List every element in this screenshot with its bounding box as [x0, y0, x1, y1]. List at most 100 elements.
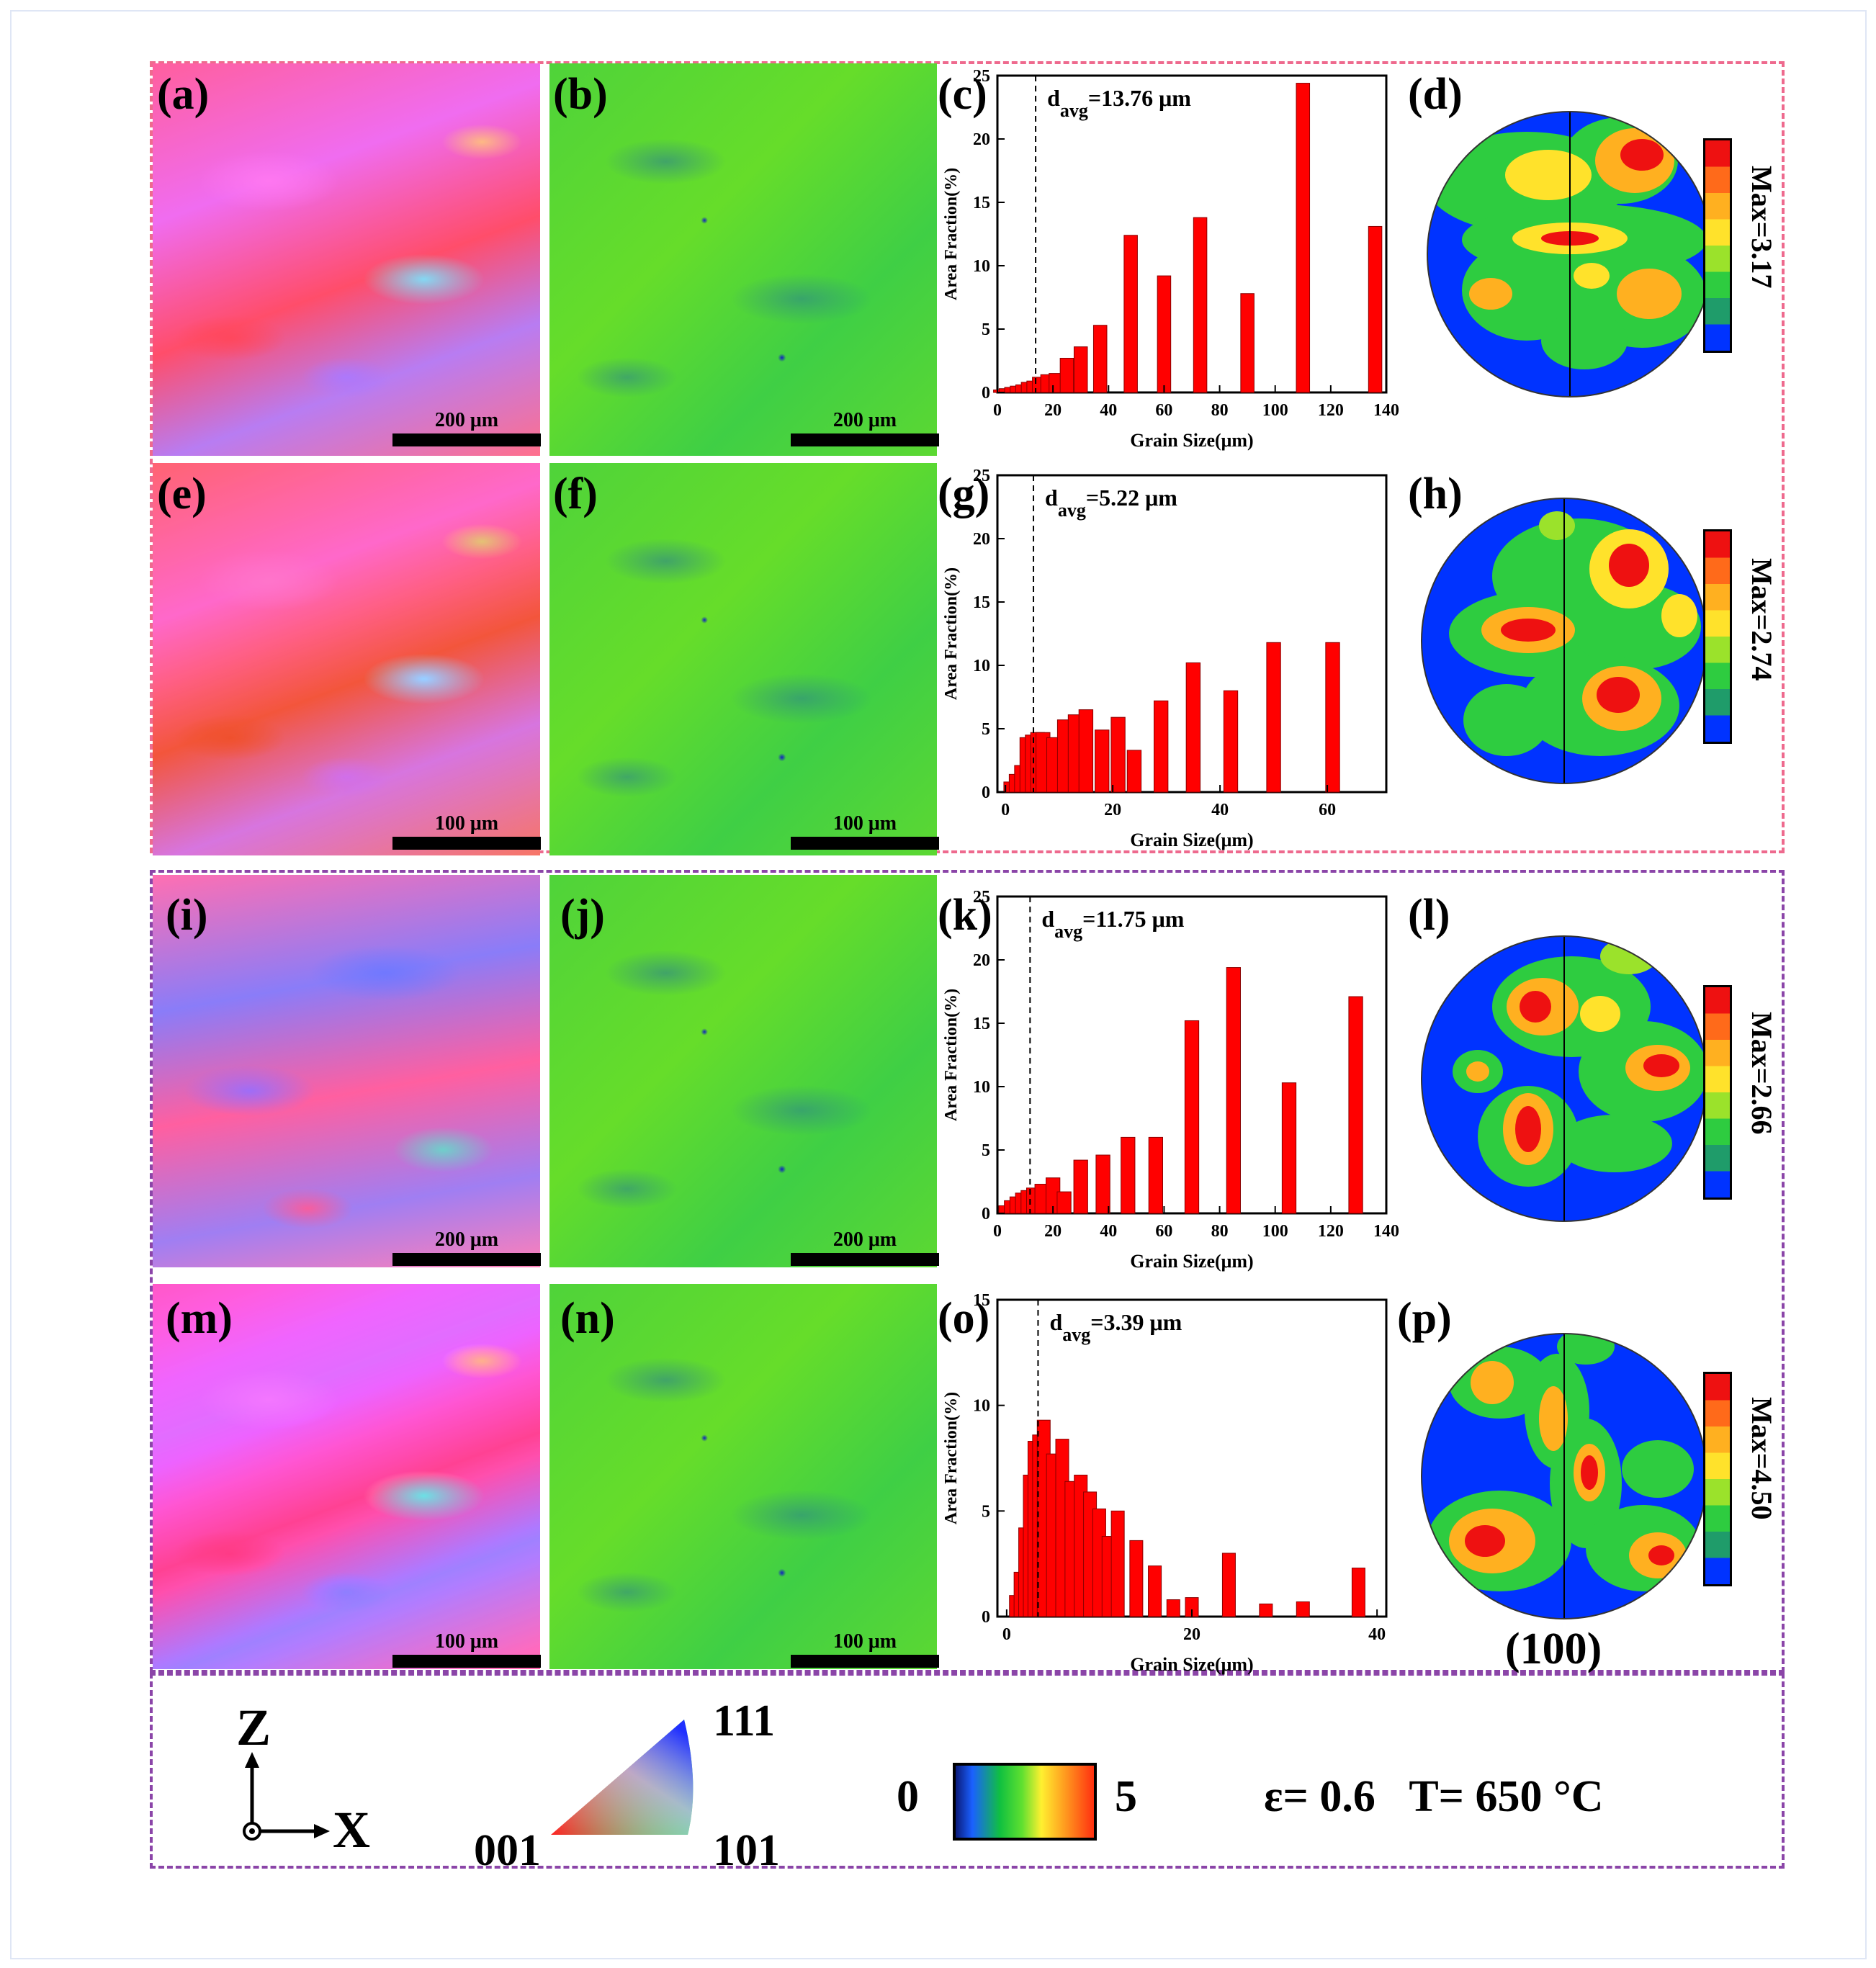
ipf-triangle-key	[551, 1720, 694, 1835]
max-label-p: Max=4.50	[1746, 1397, 1778, 1520]
x-tick-label: 0	[993, 401, 1002, 420]
panel-label-l: (l)	[1408, 891, 1450, 940]
axis-indicator	[243, 1752, 330, 1841]
y-tick-label: 20	[973, 130, 990, 149]
scale-label-e: 100 μm	[434, 812, 499, 835]
histogram-bar	[1223, 690, 1239, 793]
scale-label-i: 200 μm	[434, 1228, 499, 1251]
avg-grain-annotation: davg=11.75 μm	[1041, 906, 1184, 942]
scale-bar-e	[392, 837, 541, 850]
histogram-bar	[1240, 293, 1255, 393]
x-tick-label: 60	[1155, 1222, 1172, 1241]
max-label-d: Max=3.17	[1746, 166, 1778, 289]
histogram-k: 0 20 40 60 80 100 120 140 0 5 10 15 20 25 davg=11.75 μ…	[929, 882, 1433, 1289]
x-axis-label: Grain Size(μm)	[1130, 430, 1253, 451]
scale-label-m: 100 μm	[434, 1630, 499, 1653]
histogram-bar	[1153, 700, 1169, 793]
colorbar-h	[1703, 529, 1732, 744]
y-tick-label: 0	[982, 384, 990, 403]
ipf-001-label: 001	[474, 1826, 541, 1875]
scale-bar-i	[392, 1253, 541, 1266]
panel-label-g: (g)	[938, 469, 990, 518]
panel-label-o: (o)	[938, 1294, 990, 1343]
pole-plane-label: (100)	[1505, 1625, 1602, 1673]
x-tick-label: 40	[1100, 1222, 1117, 1241]
panel-label-p: (p)	[1397, 1294, 1452, 1343]
group-box-top	[150, 61, 1785, 853]
ipf-111-label: 111	[713, 1697, 776, 1745]
legend-box	[150, 1673, 1785, 1869]
y-tick-label: 15	[973, 1291, 990, 1310]
y-tick-label: 15	[973, 1015, 990, 1033]
axis-z-label: Z	[236, 1699, 271, 1756]
histogram-bar	[1121, 1136, 1136, 1214]
group-box-bottom	[150, 870, 1785, 1673]
x-tick-label: 100	[1262, 1222, 1288, 1241]
y-tick-label: 20	[973, 530, 990, 549]
histogram-bar	[1123, 235, 1138, 393]
ipf-map-e	[153, 463, 540, 855]
histogram-c: 0 20 40 60 80 100 120 140 0 5 10 15 20 25 davg=13.76 μ…	[929, 61, 1433, 468]
kam-map-n	[549, 1284, 937, 1669]
ipf-map-m	[153, 1284, 540, 1669]
x-tick-label: 120	[1318, 1222, 1344, 1241]
avg-grain-annotation: davg=5.22 μm	[1045, 485, 1177, 521]
panel-label-e: (e)	[157, 469, 207, 518]
pole-figure-l	[1421, 935, 1707, 1222]
panel-label-b: (b)	[553, 70, 608, 119]
y-axis-label: Area Fraction(%)	[942, 989, 961, 1121]
y-tick-label: 10	[973, 257, 990, 276]
y-tick-label: 5	[982, 1141, 990, 1160]
histogram-bar	[1185, 662, 1201, 793]
scale-bar-f	[791, 837, 939, 850]
histogram-o: 0 20 40 0 5 10 15 davg=3.39 μm Grain Size(μm) Are…	[929, 1285, 1433, 1692]
x-tick-label: 40	[1100, 401, 1117, 420]
histogram-bar	[1259, 1603, 1273, 1617]
histogram-bar	[1296, 1601, 1310, 1617]
histogram-bar	[1129, 1540, 1144, 1617]
x-tick-label: 0	[1002, 1625, 1011, 1644]
x-tick-label: 20	[1044, 401, 1062, 420]
histogram-bar	[1073, 1159, 1088, 1214]
x-tick-label: 140	[1373, 1222, 1399, 1241]
panel-label-j: (j)	[560, 891, 605, 940]
x-tick-label: 100	[1262, 401, 1288, 420]
plot-frame	[996, 74, 1388, 394]
histogram-bar	[1110, 1510, 1125, 1617]
histogram-bar	[1193, 217, 1208, 393]
histogram-bar	[1126, 750, 1142, 793]
x-tick-label: 20	[1183, 1625, 1200, 1644]
y-tick-label: 25	[973, 67, 990, 86]
y-tick-label: 5	[982, 320, 990, 339]
figure-frame	[10, 10, 1867, 1959]
panel-label-d: (d)	[1408, 70, 1463, 119]
y-axis-label: Area Fraction(%)	[942, 1392, 961, 1524]
scale-label-f: 100 μm	[832, 812, 897, 835]
y-tick-label: 5	[982, 720, 990, 739]
histogram-g: 0 20 40 60 0 5 10 15 20 25 davg=5.22 μm Grain Size(…	[929, 461, 1433, 868]
colorbar-p	[1703, 1372, 1732, 1586]
x-tick-label: 20	[1044, 1222, 1062, 1241]
y-tick-label: 20	[973, 951, 990, 970]
histogram-bar	[1078, 709, 1094, 793]
colorbar-d	[1703, 138, 1732, 353]
panel-label-i: (i)	[166, 891, 208, 940]
y-tick-label: 0	[982, 1608, 990, 1627]
y-tick-label: 25	[973, 467, 990, 485]
panel-label-h: (h)	[1408, 469, 1463, 518]
histogram-bar	[1073, 346, 1088, 393]
scale-label-n: 100 μm	[832, 1630, 897, 1653]
y-axis-label: Area Fraction(%)	[942, 567, 961, 700]
conditions-label: ε= 0.6 T= 650 °C	[1264, 1772, 1604, 1821]
histogram-bar	[1095, 1154, 1110, 1214]
histogram-bar	[1166, 1599, 1180, 1617]
histogram-bar	[1095, 729, 1110, 793]
y-tick-label: 10	[973, 657, 990, 675]
x-axis-label: Grain Size(μm)	[1130, 1654, 1253, 1675]
scale-label-j: 200 μm	[832, 1228, 897, 1251]
scale-bar-a	[392, 433, 541, 446]
x-tick-label: 120	[1318, 401, 1344, 420]
y-axis-label: Area Fraction(%)	[942, 168, 961, 300]
x-axis-label: Grain Size(μm)	[1130, 1251, 1253, 1272]
y-tick-label: 25	[973, 888, 990, 907]
